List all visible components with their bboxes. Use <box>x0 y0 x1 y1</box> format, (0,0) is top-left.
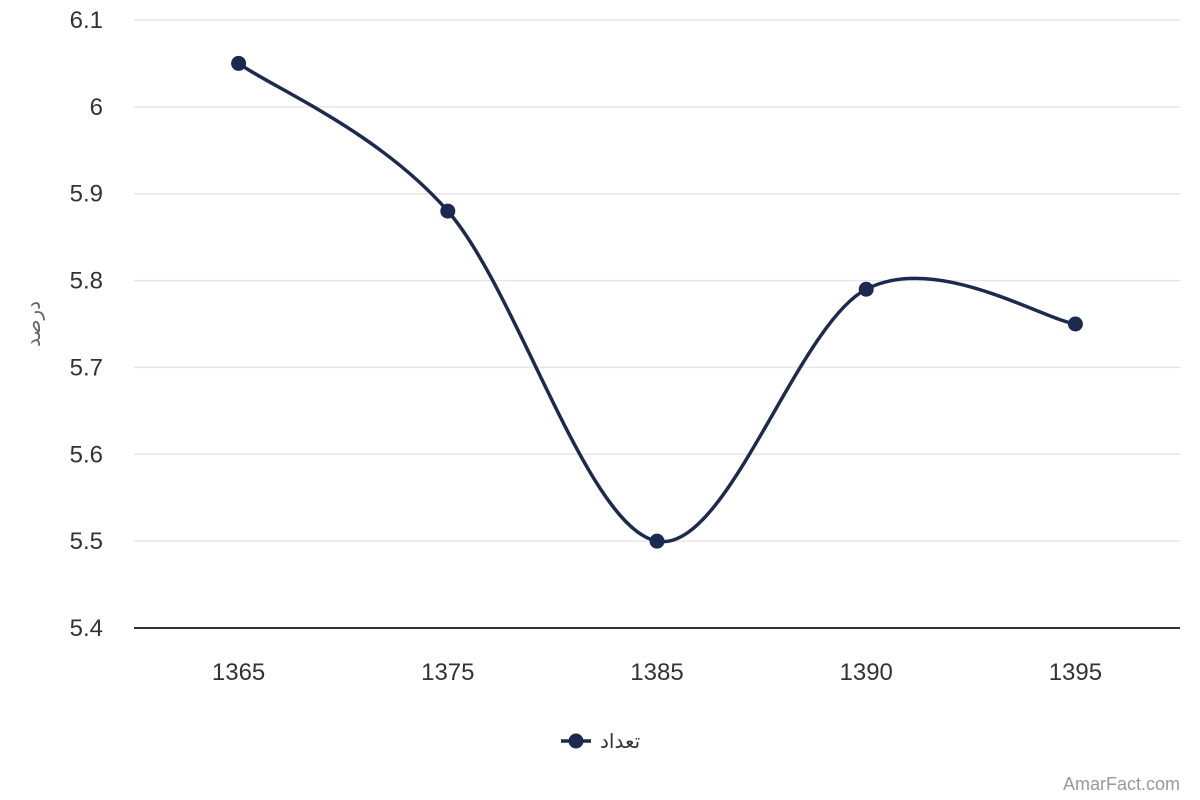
legend-label: تعداد <box>600 729 640 753</box>
x-tick-label: 1385 <box>630 659 683 686</box>
legend[interactable]: تعداد <box>561 729 640 753</box>
series-line <box>236 61 1078 544</box>
data-point-marker[interactable] <box>231 55 247 71</box>
series-group <box>231 55 1083 549</box>
y-tick-label: 5.7 <box>70 354 103 381</box>
y-tick-label: 5.8 <box>70 268 103 295</box>
x-tick-label: 1395 <box>1049 659 1102 686</box>
y-tick-label: 5.6 <box>70 441 103 468</box>
x-tick-label: 1390 <box>840 659 893 686</box>
legend-marker-swatch <box>568 733 584 749</box>
data-point-marker[interactable] <box>1067 316 1083 332</box>
data-point-marker[interactable] <box>440 203 456 219</box>
y-tick-label: 5.4 <box>70 615 103 642</box>
x-tick-label: 1365 <box>212 659 265 686</box>
y-tick-label: 6.1 <box>70 7 103 34</box>
x-axis-tick-labels: 1365 1375 1385 1390 1395 <box>212 659 1102 686</box>
y-tick-label: 5.5 <box>70 528 103 555</box>
data-point-marker[interactable] <box>649 533 665 549</box>
y-tick-label: 6 <box>90 94 103 121</box>
credit-text[interactable]: AmarFact.com <box>1063 774 1180 794</box>
data-point-marker[interactable] <box>858 281 874 297</box>
y-axis-title: درصد <box>21 301 45 347</box>
y-axis-tick-labels: 5.4 5.5 5.6 5.7 5.8 5.9 6 6.1 <box>70 7 103 642</box>
y-tick-label: 5.9 <box>70 181 103 208</box>
gridlines <box>134 19 1180 542</box>
x-tick-label: 1375 <box>421 659 474 686</box>
